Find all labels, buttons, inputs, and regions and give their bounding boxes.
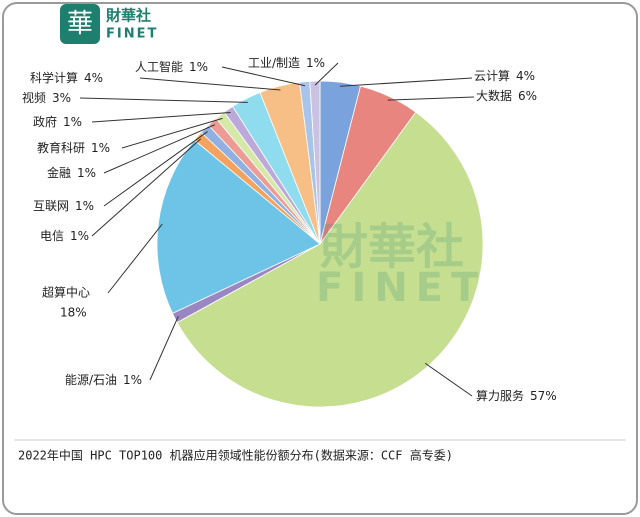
category-label: 互联网: [33, 199, 69, 213]
leader-line: [91, 111, 231, 123]
value-label: 1%: [189, 60, 208, 74]
leader-line: [79, 97, 248, 103]
leader-line: [91, 138, 202, 237]
value-label: 1%: [75, 199, 94, 213]
category-label: 金融: [47, 165, 71, 180]
slice-label: 教育科研 1%: [37, 140, 110, 155]
watermark-en: FINET: [316, 265, 486, 311]
logo-badge: [60, 4, 100, 44]
value-label: 4%: [84, 71, 103, 85]
category-label: 人工智能: [135, 59, 183, 74]
category-label: 政府: [33, 114, 57, 129]
watermark: 財華社 FINET: [316, 219, 486, 311]
logo-name: 財華社: [105, 7, 151, 25]
category-label: 工业/制造: [248, 56, 300, 70]
leader-line: [149, 315, 179, 381]
slice-label: 能源/石油 1%: [65, 373, 142, 387]
value-label: 3%: [52, 91, 71, 105]
slice-label: 金融 1%: [47, 165, 96, 180]
slice: [176, 111, 484, 408]
value-label: 1%: [91, 141, 110, 155]
slice-label: 算力服务 57%: [476, 388, 557, 403]
value-label: 1%: [77, 166, 96, 180]
leader-line: [387, 96, 475, 101]
watermark-name: 財華社: [320, 219, 464, 275]
value-label: 1%: [63, 115, 82, 129]
leader-line: [121, 117, 223, 149]
value-label: 6%: [518, 89, 537, 103]
leader-line: [221, 66, 306, 87]
leader-line: [139, 77, 281, 91]
value-label: 1%: [123, 373, 142, 387]
category-label: 大数据: [476, 88, 512, 103]
category-label: 算力服务: [476, 388, 524, 403]
slice-label: 视频 3%: [22, 90, 71, 105]
value-label: 1%: [70, 229, 89, 243]
logo-glyph: 華: [67, 9, 93, 39]
slice-label: 电信 1%: [40, 229, 89, 243]
category-label: 云计算: [474, 68, 510, 83]
leader-line: [424, 362, 473, 397]
value-label: 18%: [60, 306, 87, 320]
slice-label: 政府 1%: [33, 114, 82, 129]
slice-label: 大数据 6%: [476, 88, 537, 103]
category-label: 能源/石油: [65, 373, 117, 387]
pie: 云计算 4% 大数据 6% 算力服务 57% 能源/石油 1% 超算中心 18% 电信 1% 互联网 1%…: [22, 56, 557, 408]
leader-line: [314, 62, 339, 86]
logo: 華 財華社 FINET: [60, 4, 158, 44]
logo-en: FINET: [106, 27, 158, 42]
value-label: 4%: [516, 69, 535, 83]
slice-label: 超算中心: [42, 285, 90, 300]
slice-label: 云计算 4%: [474, 68, 535, 83]
category-label: 电信: [40, 229, 64, 243]
caption: 2022年中国 HPC TOP100 机器应用领域性能份额分布(数据来源：CCF…: [18, 448, 453, 463]
slice-label: 人工智能 1%: [135, 59, 208, 74]
slice-label: 科学计算 4%: [30, 70, 103, 85]
slice: [309, 80, 321, 245]
category-label: 科学计算: [30, 70, 78, 85]
leader-line: [103, 131, 208, 207]
value-label: 1%: [306, 56, 325, 70]
slice-label: 互联网 1%: [33, 199, 94, 213]
value-label: 57%: [530, 389, 557, 403]
category-label: 视频: [22, 90, 46, 105]
category-label: 教育科研: [37, 140, 85, 155]
leader-line: [107, 223, 163, 294]
leader-line: [339, 77, 473, 87]
leader-line: [103, 124, 216, 174]
slice-label: 工业/制造 1%: [248, 56, 325, 70]
